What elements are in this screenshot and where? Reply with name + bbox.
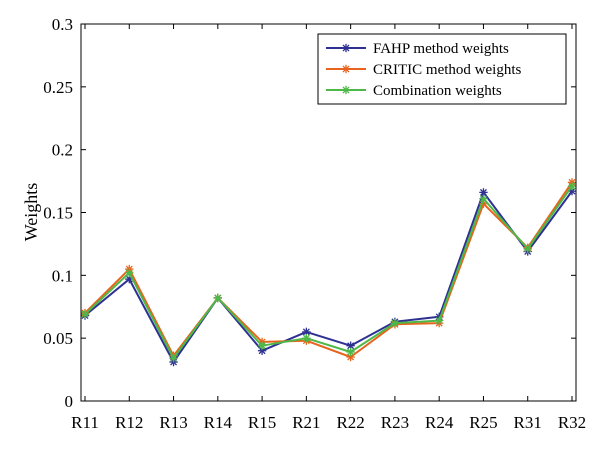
marker-stroke <box>435 317 443 325</box>
data-point <box>390 318 400 328</box>
data-point <box>434 316 444 325</box>
marker-stroke <box>302 328 310 336</box>
marker-stroke <box>524 245 532 253</box>
legend-item: CRITIC method weights <box>326 62 521 78</box>
x-tick-label: R15 <box>248 413 276 432</box>
data-point <box>302 327 311 337</box>
legend-item: FAHP method weights <box>326 41 509 57</box>
marker-stroke <box>170 354 178 362</box>
y-tick-label: 0 <box>65 392 74 411</box>
x-tick-label: R11 <box>71 413 99 432</box>
x-tick-label: R22 <box>336 413 364 432</box>
legend-marker <box>341 43 351 53</box>
data-point <box>479 194 488 203</box>
data-point <box>346 341 355 350</box>
legend: FAHP method weights CRITIC method weights… <box>317 33 567 105</box>
data-point <box>80 310 90 319</box>
data-point <box>346 347 355 357</box>
data-point <box>169 354 178 363</box>
series-3 <box>80 181 577 363</box>
y-tick-label: 0.25 <box>43 78 73 97</box>
marker-stroke <box>347 353 355 361</box>
data-point <box>523 244 532 254</box>
data-point <box>125 268 134 278</box>
x-tick-label: R23 <box>381 413 409 432</box>
legend-label: Combination weights <box>373 83 502 99</box>
y-axis-title: Weights <box>21 183 41 242</box>
marker-stroke <box>81 310 89 318</box>
marker-stroke <box>568 182 576 190</box>
marker-stroke <box>479 188 487 196</box>
data-point <box>213 293 223 303</box>
y-tick-label: 0.05 <box>43 329 73 348</box>
marker-stroke <box>342 44 350 52</box>
marker-stroke <box>214 294 222 302</box>
marker-stroke <box>568 187 576 195</box>
x-tick-label: R13 <box>159 413 187 432</box>
marker-stroke <box>125 269 133 277</box>
x-tick-label: R32 <box>558 413 586 432</box>
ticks-layer: 0 0.05 0.1 0.15 0.2 0.25 0.3 R11 R12 R13 R14 R15 R21… <box>43 15 586 432</box>
series-line <box>84 181 573 358</box>
series-line <box>84 190 573 363</box>
legend-marker <box>341 85 351 95</box>
x-tick-label: R31 <box>514 413 542 432</box>
series-line <box>84 185 573 360</box>
legend-item: Combination weights <box>326 83 502 99</box>
legend-marker <box>341 64 351 74</box>
data-point <box>567 181 577 191</box>
x-tick-label: R21 <box>292 413 320 432</box>
y-tick-label: 0.15 <box>43 204 73 223</box>
data-point <box>302 333 311 343</box>
y-tick-label: 0.2 <box>52 141 73 160</box>
series-layer <box>80 178 577 367</box>
x-tick-label: R24 <box>425 413 454 432</box>
data-point <box>257 341 267 350</box>
marker-stroke <box>342 65 350 73</box>
y-tick-label: 0.1 <box>52 266 73 285</box>
y-tick-label: 0.3 <box>52 15 73 34</box>
marker-stroke <box>342 86 350 94</box>
legend-label: CRITIC method weights <box>373 62 521 78</box>
marker-stroke <box>347 348 355 356</box>
x-tick-label: R25 <box>469 413 497 432</box>
marker-stroke <box>479 195 487 203</box>
x-tick-label: R12 <box>115 413 143 432</box>
x-tick-label: R14 <box>204 413 233 432</box>
marker-stroke <box>258 342 266 350</box>
marker-stroke <box>302 334 310 342</box>
marker-stroke <box>391 319 399 327</box>
legend-label: FAHP method weights <box>373 41 509 57</box>
marker-stroke <box>347 342 355 350</box>
marker-stroke <box>258 347 266 355</box>
